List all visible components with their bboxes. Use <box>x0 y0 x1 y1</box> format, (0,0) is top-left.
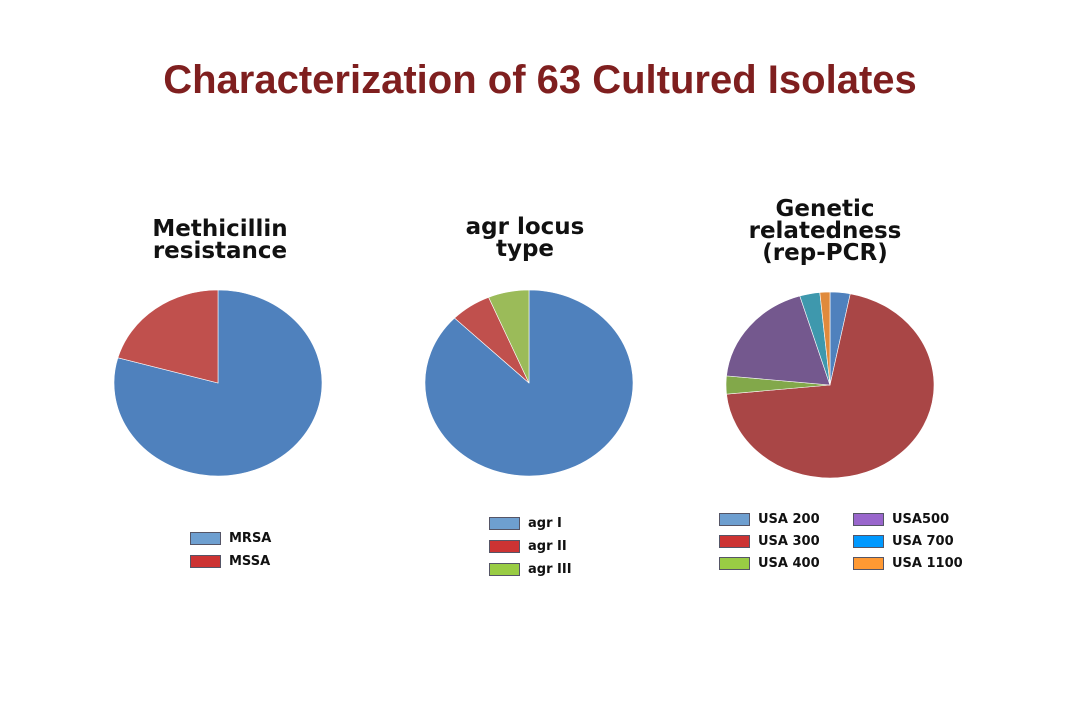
legend-label: USA 400 <box>758 555 820 571</box>
chart-title-methicillin: Methicillin resistance <box>120 216 320 264</box>
pie-chart-methicillin <box>113 289 323 477</box>
legend-item-mssa: MSSA <box>190 553 270 569</box>
legend-label: MSSA <box>229 553 271 569</box>
legend-item-agr-3: agr III <box>489 561 572 577</box>
legend-swatch <box>190 554 221 568</box>
pie-slice-usa-300 <box>726 293 935 479</box>
pie-chart-genetic <box>725 291 935 479</box>
legend-swatch <box>489 539 520 553</box>
legend-swatch <box>719 556 750 570</box>
legend-swatch <box>489 562 520 576</box>
legend-swatch <box>489 516 520 530</box>
legend-item-usa-500: USA500 <box>853 511 949 527</box>
pie-slice-usa500 <box>726 295 831 386</box>
chart-title-agr: agr locus type <box>420 214 630 262</box>
legend-label: USA500 <box>892 511 950 527</box>
chart-title-line: relatedness <box>748 218 902 244</box>
legend-label: USA 700 <box>892 533 954 549</box>
legend-swatch <box>853 534 884 548</box>
slide-title: Characterization of 63 Cultured Isolates <box>163 58 917 102</box>
chart-title-genetic: Genetic relatedness (rep-PCR) <box>715 196 935 266</box>
chart-title-line: Methicillin <box>152 216 288 242</box>
legend-label: agr III <box>528 561 572 577</box>
legend-item-agr-1: agr I <box>489 515 562 531</box>
legend-label: USA 1100 <box>892 555 963 571</box>
legend-label: MRSA <box>229 530 272 546</box>
legend-swatch <box>853 512 884 526</box>
chart-title-line: type <box>495 236 555 262</box>
legend-item-usa-400: USA 400 <box>719 555 820 571</box>
legend-item-mrsa: MRSA <box>190 530 271 546</box>
legend-swatch <box>719 534 750 548</box>
legend-label: agr II <box>528 538 567 554</box>
legend-item-usa-1100: USA 1100 <box>853 555 963 571</box>
pie-slice-usa-1100 <box>819 291 831 386</box>
pie-chart-agr <box>424 289 634 477</box>
legend-item-usa-200: USA 200 <box>719 511 820 527</box>
chart-title-line: resistance <box>152 238 288 264</box>
legend-swatch <box>719 512 750 526</box>
legend-swatch <box>190 531 221 545</box>
legend-item-agr-2: agr II <box>489 538 567 554</box>
legend-label: USA 200 <box>758 511 820 527</box>
chart-title-line: (rep-PCR) <box>762 240 888 266</box>
pie-slice-agr-iii <box>488 289 530 384</box>
legend-item-usa-300: USA 300 <box>719 533 820 549</box>
legend-item-usa-700: USA 700 <box>853 533 954 549</box>
chart-title-line: agr locus <box>465 214 585 240</box>
chart-title-line: Genetic <box>775 196 875 222</box>
legend-label: USA 300 <box>758 533 820 549</box>
legend-swatch <box>853 556 884 570</box>
legend-label: agr I <box>528 515 562 531</box>
pie-slice-mssa <box>117 289 219 384</box>
